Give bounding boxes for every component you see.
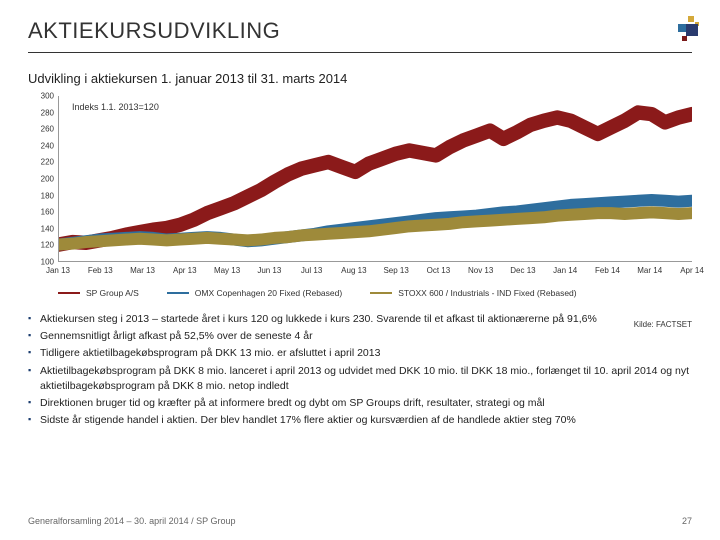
chart-subtitle: Udvikling i aktiekursen 1. januar 2013 t… [0, 71, 720, 92]
x-tick-label: Jan 13 [46, 266, 70, 275]
y-tick-label: 140 [41, 224, 54, 233]
legend-swatch-icon [167, 292, 189, 295]
bullet-item: Gennemsnitligt årligt afkast på 52,5% ov… [28, 329, 692, 344]
legend-item: SP Group A/S [58, 288, 139, 298]
x-tick-label: Jan 14 [553, 266, 577, 275]
page-number: 27 [682, 516, 692, 526]
legend-label: STOXX 600 / Industrials - IND Fixed (Reb… [398, 288, 576, 298]
y-tick-label: 220 [41, 158, 54, 167]
y-tick-label: 180 [41, 191, 54, 200]
bullet-item: Aktietilbagekøbsprogram på DKK 8 mio. la… [28, 364, 692, 394]
y-tick-label: 260 [41, 125, 54, 134]
x-tick-label: Jul 13 [301, 266, 322, 275]
x-tick-label: Apr 14 [680, 266, 704, 275]
page-footer: Generalforsamling 2014 – 30. april 2014 … [28, 516, 692, 526]
chart-x-axis: Jan 13Feb 13Mar 13Apr 13May 13Jun 13Jul … [58, 264, 692, 286]
legend-swatch-icon [370, 292, 392, 295]
x-tick-label: Oct 13 [427, 266, 451, 275]
y-tick-label: 280 [41, 108, 54, 117]
footer-left-text: Generalforsamling 2014 – 30. april 2014 … [28, 516, 235, 526]
bullet-item: Sidste år stigende handel i aktien. Der … [28, 413, 692, 428]
x-tick-label: Feb 13 [88, 266, 113, 275]
x-tick-label: Jun 13 [257, 266, 281, 275]
y-tick-label: 200 [41, 175, 54, 184]
y-tick-label: 160 [41, 208, 54, 217]
x-tick-label: Aug 13 [341, 266, 366, 275]
x-tick-label: Dec 13 [510, 266, 535, 275]
x-tick-label: Mar 14 [637, 266, 662, 275]
bullet-item: Aktiekursen steg i 2013 – startede året … [28, 312, 692, 327]
legend-label: SP Group A/S [86, 288, 139, 298]
y-tick-label: 240 [41, 141, 54, 150]
y-tick-label: 120 [41, 241, 54, 250]
x-tick-label: May 13 [214, 266, 240, 275]
page-title: AKTIEKURSUDVIKLING [0, 0, 720, 52]
bullet-item: Tidligere aktietilbagekøbsprogram på DKK… [28, 346, 692, 361]
legend-item: STOXX 600 / Industrials - IND Fixed (Reb… [370, 288, 576, 298]
x-tick-label: Nov 13 [468, 266, 493, 275]
legend-swatch-icon [58, 292, 80, 295]
chart-container: Indeks 1.1. 2013=120 3002802602402202001… [28, 96, 692, 286]
x-tick-label: Sep 13 [383, 266, 408, 275]
legend-item: OMX Copenhagen 20 Fixed (Rebased) [167, 288, 342, 298]
legend-label: OMX Copenhagen 20 Fixed (Rebased) [195, 288, 342, 298]
chart-y-axis: 300280260240220200180160140120100 [28, 96, 56, 262]
bullet-item: Direktionen bruger tid og kræfter på at … [28, 396, 692, 411]
chart-legend: SP Group A/S OMX Copenhagen 20 Fixed (Reb… [58, 288, 692, 298]
x-tick-label: Mar 13 [130, 266, 155, 275]
bullet-list: Aktiekursen steg i 2013 – startede året … [28, 312, 692, 429]
x-tick-label: Apr 13 [173, 266, 197, 275]
title-divider [28, 52, 692, 53]
x-tick-label: Feb 14 [595, 266, 620, 275]
company-logo-icon [674, 14, 702, 42]
y-tick-label: 300 [41, 92, 54, 101]
chart-plot-area [58, 96, 692, 262]
